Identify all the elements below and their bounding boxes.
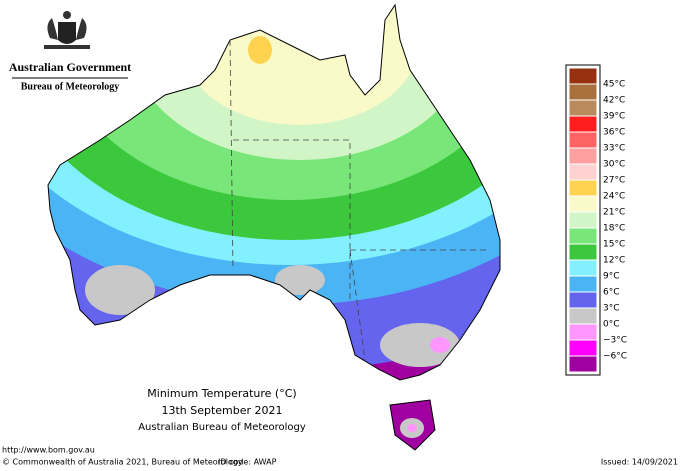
map-source: Australian Bureau of Meteorology (138, 422, 306, 433)
legend-swatch (568, 227, 598, 245)
map-date: 13th September 2021 (161, 404, 282, 417)
legend-swatch (568, 67, 598, 85)
legend-label: 33°C (603, 144, 625, 154)
legend-swatch (568, 99, 598, 117)
legend-label: 12°C (603, 256, 625, 266)
legend-swatch (568, 115, 598, 133)
legend-swatch (568, 339, 598, 357)
legend-swatch (568, 291, 598, 309)
legend-swatch (568, 243, 598, 261)
legend-swatch (568, 355, 598, 373)
legend-label: 27°C (603, 176, 625, 186)
legend-label: 18°C (603, 224, 625, 234)
emblem (44, 11, 90, 49)
legend-swatch (568, 179, 598, 197)
legend-swatch (568, 211, 598, 229)
legend-swatch (568, 323, 598, 341)
legend-label: −6°C (603, 352, 627, 362)
state-borders (229, 39, 490, 361)
legend-label: 30°C (603, 160, 625, 170)
legend-swatch (568, 195, 598, 213)
legend-label: 0°C (603, 320, 620, 330)
legend-label: 39°C (603, 112, 625, 122)
url: http://www.bom.gov.au (2, 446, 95, 455)
legend-label: −3°C (603, 336, 627, 346)
legend-label: 9°C (603, 272, 620, 282)
copyright: © Commonwealth of Australia 2021, Bureau… (2, 458, 243, 467)
legend-label: 21°C (603, 208, 625, 218)
gov-name: Australian Government (9, 60, 131, 74)
legend-swatch (568, 131, 598, 149)
bureau-name: Bureau of Meteorology (21, 81, 120, 92)
legend-swatch (568, 275, 598, 293)
legend-label: 42°C (603, 96, 625, 106)
legend-label: 36°C (603, 128, 625, 138)
legend-swatch (568, 163, 598, 181)
legend-label: 24°C (603, 192, 625, 202)
map-title: Minimum Temperature (°C) (147, 387, 296, 400)
legend-label: 6°C (603, 288, 620, 298)
issued: Issued: 14/09/2021 (601, 458, 678, 467)
legend-label: 15°C (603, 240, 625, 250)
legend-swatch (568, 259, 598, 277)
legend-label: 3°C (603, 304, 620, 314)
legend-label: 45°C (603, 80, 625, 90)
legend-swatch (568, 307, 598, 325)
coastline (47, 3, 501, 451)
legend-swatch (568, 147, 598, 165)
legend: 45°C 42°C 39°C 36°C 33°C 30°C 27°C 24°C 21°C 18°C… (565, 64, 627, 376)
id-code: ID code: AWAP (218, 458, 277, 467)
legend-swatch (568, 83, 598, 101)
